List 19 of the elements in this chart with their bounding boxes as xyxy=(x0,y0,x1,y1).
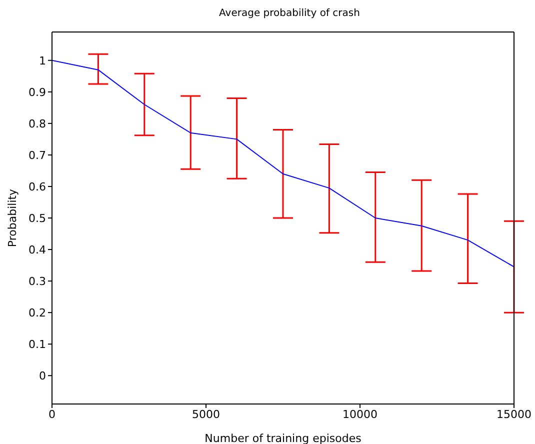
x-tick-label: 15000 xyxy=(496,408,532,421)
chart-title: Average probability of crash xyxy=(218,8,361,19)
y-tick-label: 0.6 xyxy=(28,180,46,194)
x-tick-label: 5000 xyxy=(192,408,220,421)
y-tick-label: 0.9 xyxy=(28,86,46,99)
y-tick-label: 0.5 xyxy=(28,212,46,225)
x-axis-title: Number of training episodes xyxy=(204,432,362,444)
line-series xyxy=(52,60,514,268)
x-tick-label: 10000 xyxy=(342,408,378,421)
y-tick-label: 0.7 xyxy=(28,148,46,162)
y-tick-label: 0 xyxy=(39,370,46,383)
y-axis-title: Probability xyxy=(6,188,19,248)
x-tick-label: 0 xyxy=(48,408,56,421)
y-tick-label: 0.2 xyxy=(28,306,46,320)
y-tick-label: 0.3 xyxy=(28,274,46,288)
y-tick-label: 0.1 xyxy=(28,338,46,352)
y-tick-label: 0.4 xyxy=(28,243,46,256)
y-tick-label: 1 xyxy=(39,54,46,68)
y-tick-label: 0.8 xyxy=(28,117,46,130)
